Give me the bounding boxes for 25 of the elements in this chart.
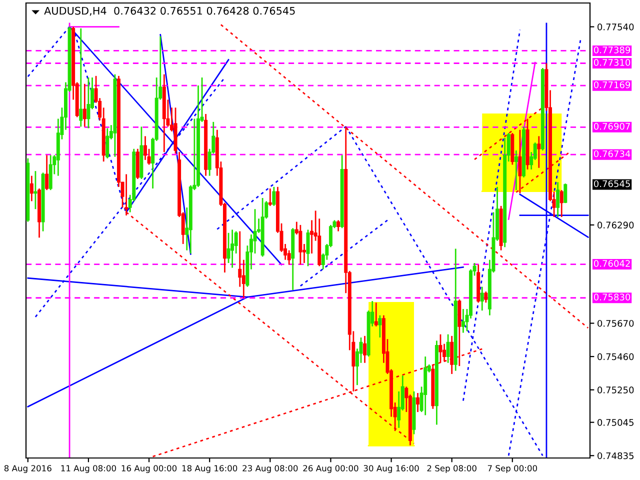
x-tick-label: 8 Aug 2016 <box>4 465 52 474</box>
y-tick-label: 0.76290 <box>598 222 634 229</box>
ref-line-label: 0.76042 <box>594 260 630 267</box>
ref-line-label: 0.75830 <box>594 294 630 300</box>
ref-line-label: 0.77310 <box>594 59 630 66</box>
x-tick-label: 23 Aug 08:00 <box>242 465 298 474</box>
y-tick-label: 0.75045 <box>598 419 634 426</box>
ref-line-label: 0.76907 <box>594 122 630 130</box>
y-tick-label: 0.74835 <box>598 452 634 460</box>
ref-line-label: 0.77169 <box>594 81 630 88</box>
x-tick-label: 11 Aug 08:00 <box>61 465 116 474</box>
y-tick-label: 0.75460 <box>598 353 634 360</box>
ref-line-label: 0.76734 <box>594 150 630 158</box>
x-tick-label: 7 Sep 00:00 <box>488 465 538 474</box>
x-tick-label: 18 Aug 16:00 <box>182 465 238 474</box>
text: 0.76545 <box>594 180 630 188</box>
y-tick-label: 0.75670 <box>598 320 634 327</box>
chart-title: AUDUSD,H4 0.76432 0.76551 0.76428 0.76545 <box>44 6 295 16</box>
x-tick-label: 26 Aug 00:00 <box>303 465 358 474</box>
x-tick-label: 30 Aug 16:00 <box>364 465 419 474</box>
x-tick-label: 2 Sep 08:00 <box>427 465 476 474</box>
y-tick-label: 0.77540 <box>598 24 634 30</box>
ref-line-label: 0.77389 <box>594 46 630 54</box>
y-tick-label: 0.75250 <box>598 386 634 394</box>
x-tick-label: 16 Aug 00:00 <box>122 465 177 474</box>
